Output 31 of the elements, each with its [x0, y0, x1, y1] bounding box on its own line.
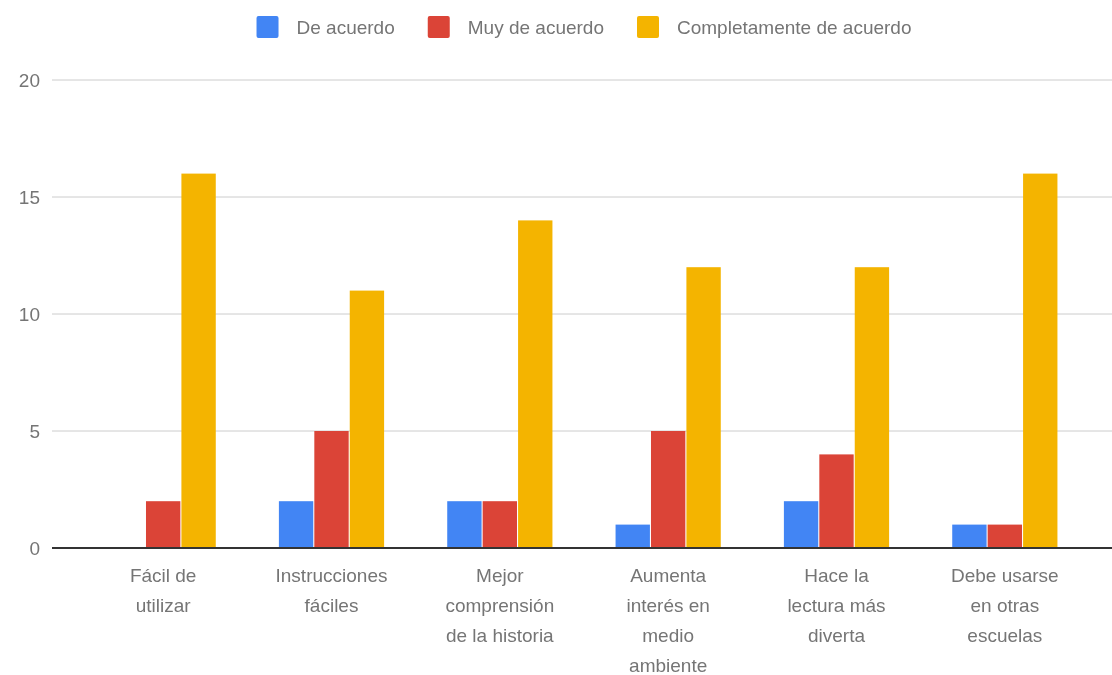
bar: [987, 524, 1023, 548]
y-tick-label: 10: [18, 303, 40, 325]
bar: [349, 290, 385, 548]
bar: [181, 173, 216, 548]
bar: [650, 431, 686, 548]
bar: [518, 220, 553, 548]
bar: [314, 431, 349, 548]
bar: [1023, 173, 1058, 548]
bar: [145, 501, 181, 548]
x-tick-label: Instrucciones fáciles: [275, 565, 388, 616]
bar: [482, 501, 518, 548]
bar: [854, 267, 890, 548]
x-tick-label: Aumenta interés en medio ambiente: [626, 565, 710, 675]
y-tick-label: 0: [29, 537, 40, 559]
x-tick-label: Fácil de utilizar: [129, 565, 197, 616]
bar: [952, 524, 987, 548]
y-tick-label: 20: [18, 69, 40, 91]
bar: [615, 524, 650, 548]
bar: [278, 501, 314, 548]
x-tick-label: Mejor comprensión de la historia: [445, 565, 555, 646]
legend-label: Completamente de acuerdo: [677, 16, 912, 38]
bar: [819, 454, 854, 548]
bar: [783, 501, 819, 548]
bar: [686, 267, 721, 548]
x-tick-label: Debe usarse en otras escuelas: [950, 565, 1059, 646]
x-tick-label: Hace la lectura más diverta: [787, 565, 886, 646]
bar: [447, 501, 482, 548]
legend-label: Muy de acuerdo: [467, 16, 604, 38]
y-tick-label: 15: [18, 186, 40, 208]
legend-label: De acuerdo: [296, 16, 395, 38]
y-tick-label: 5: [29, 420, 40, 442]
